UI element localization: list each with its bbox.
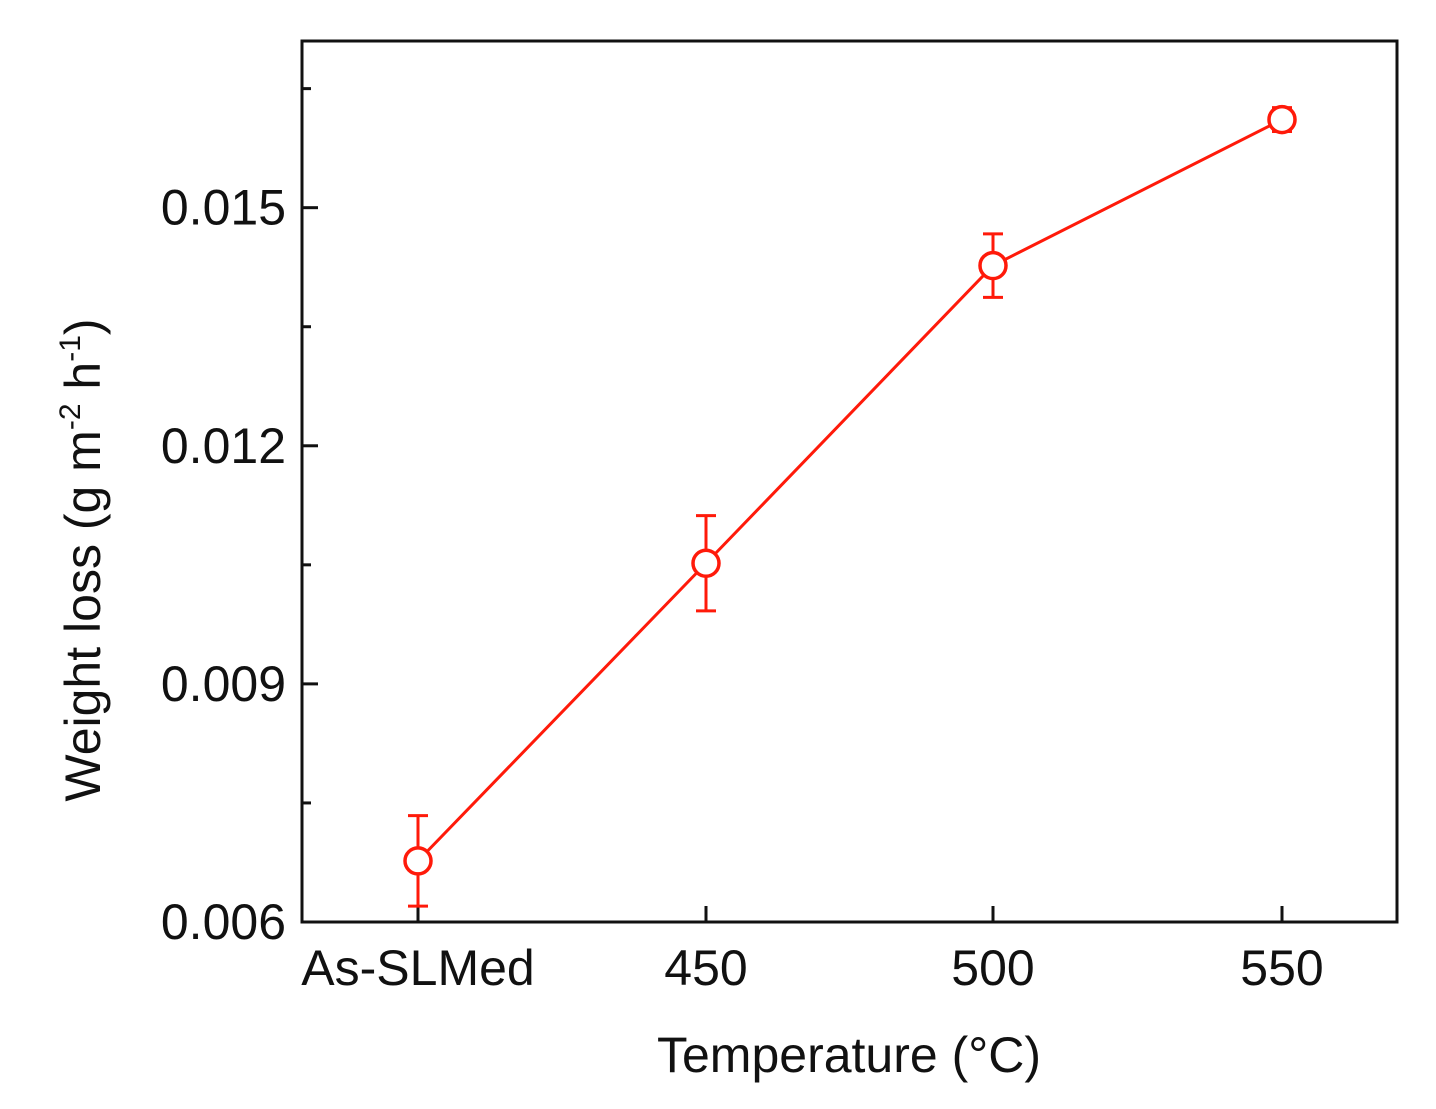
x-tick-label: 500	[951, 940, 1034, 996]
x-axis-tick-labels: As-SLMed 450 500 550	[301, 940, 1323, 996]
series-layer	[403, 104, 1297, 908]
data-point	[403, 846, 433, 876]
x-tick-label: 550	[1240, 940, 1323, 996]
y-axis-ticks	[302, 87, 318, 924]
y-tick-label: 0.006	[161, 894, 286, 950]
data-point	[1267, 104, 1297, 135]
y-axis-label-sup-2: -1	[54, 335, 87, 362]
x-tick-label: As-SLMed	[301, 940, 534, 996]
y-axis-label-mid: h	[55, 362, 111, 404]
y-axis-tick-labels: 0.006 0.009 0.012 0.015	[161, 180, 286, 950]
series-line	[416, 118, 1283, 862]
plot-frame	[300, 39, 1399, 924]
y-tick-label: 0.015	[161, 180, 286, 236]
x-axis-ticks	[416, 906, 1284, 922]
y-axis-label-sup-1: -2	[54, 403, 87, 430]
x-axis-label: Temperature (°C)	[657, 1027, 1041, 1083]
data-point	[978, 250, 1008, 281]
data-point	[691, 548, 721, 579]
y-axis-label: Weight loss (g m-2 h-1)	[54, 318, 111, 801]
y-tick-label: 0.009	[161, 656, 286, 712]
x-tick-label: 450	[664, 940, 747, 996]
y-axis-label-main: Weight loss (g m	[55, 430, 111, 801]
y-axis-label-end: )	[55, 318, 111, 335]
y-tick-label: 0.012	[161, 418, 286, 474]
